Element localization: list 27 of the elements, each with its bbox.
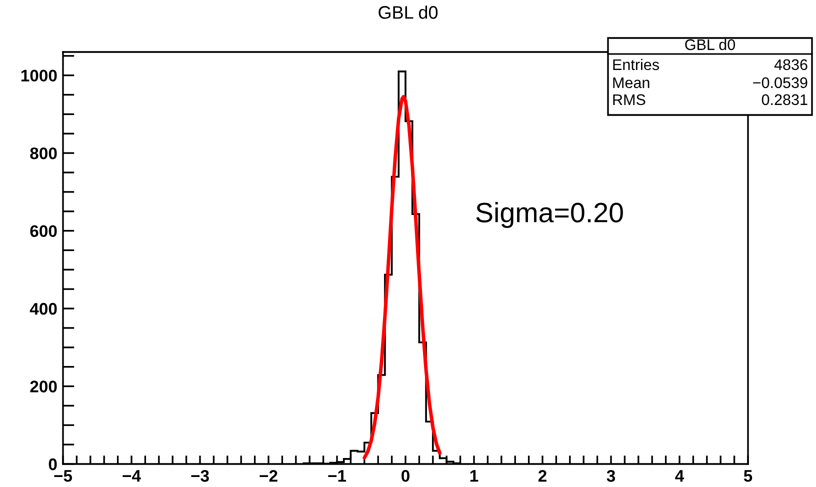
chart-title: GBL d0 [378, 6, 438, 19]
annotation: Entries [613, 58, 659, 70]
line-series [362, 94, 442, 460]
x-tick-label: −3 [191, 470, 209, 482]
text: GBL d0 [685, 38, 736, 50]
x-tick-label: −4 [122, 470, 141, 482]
y-tick-label: 1000 [21, 70, 57, 82]
x-tick-label: −2 [260, 470, 278, 482]
x-tick-label: 3 [606, 470, 616, 482]
annotation: RMS [613, 94, 646, 106]
y-tick-label: 600 [30, 225, 57, 237]
y-tick-label: 400 [30, 302, 57, 315]
x-tick-label: 1 [470, 470, 478, 482]
x-tick-label: 0 [402, 470, 410, 482]
text: −0.0539 [753, 77, 808, 88]
x-tick-label: 2 [538, 470, 546, 482]
y-tick-label: 800 [30, 147, 57, 160]
x-tick-label: 4 [675, 470, 684, 482]
text: 0.2831 [762, 94, 808, 106]
y-tick-label: 0 [48, 458, 57, 470]
x-tick-label: −5 [54, 470, 72, 482]
x-tick-label: −1 [328, 470, 346, 482]
annotation: Sigma=0.20 [476, 202, 623, 228]
y-tick-label: 200 [30, 380, 57, 392]
x-tick-label: 5 [744, 470, 752, 482]
text: 4836 [774, 59, 808, 70]
annotation: Mean [613, 77, 650, 88]
